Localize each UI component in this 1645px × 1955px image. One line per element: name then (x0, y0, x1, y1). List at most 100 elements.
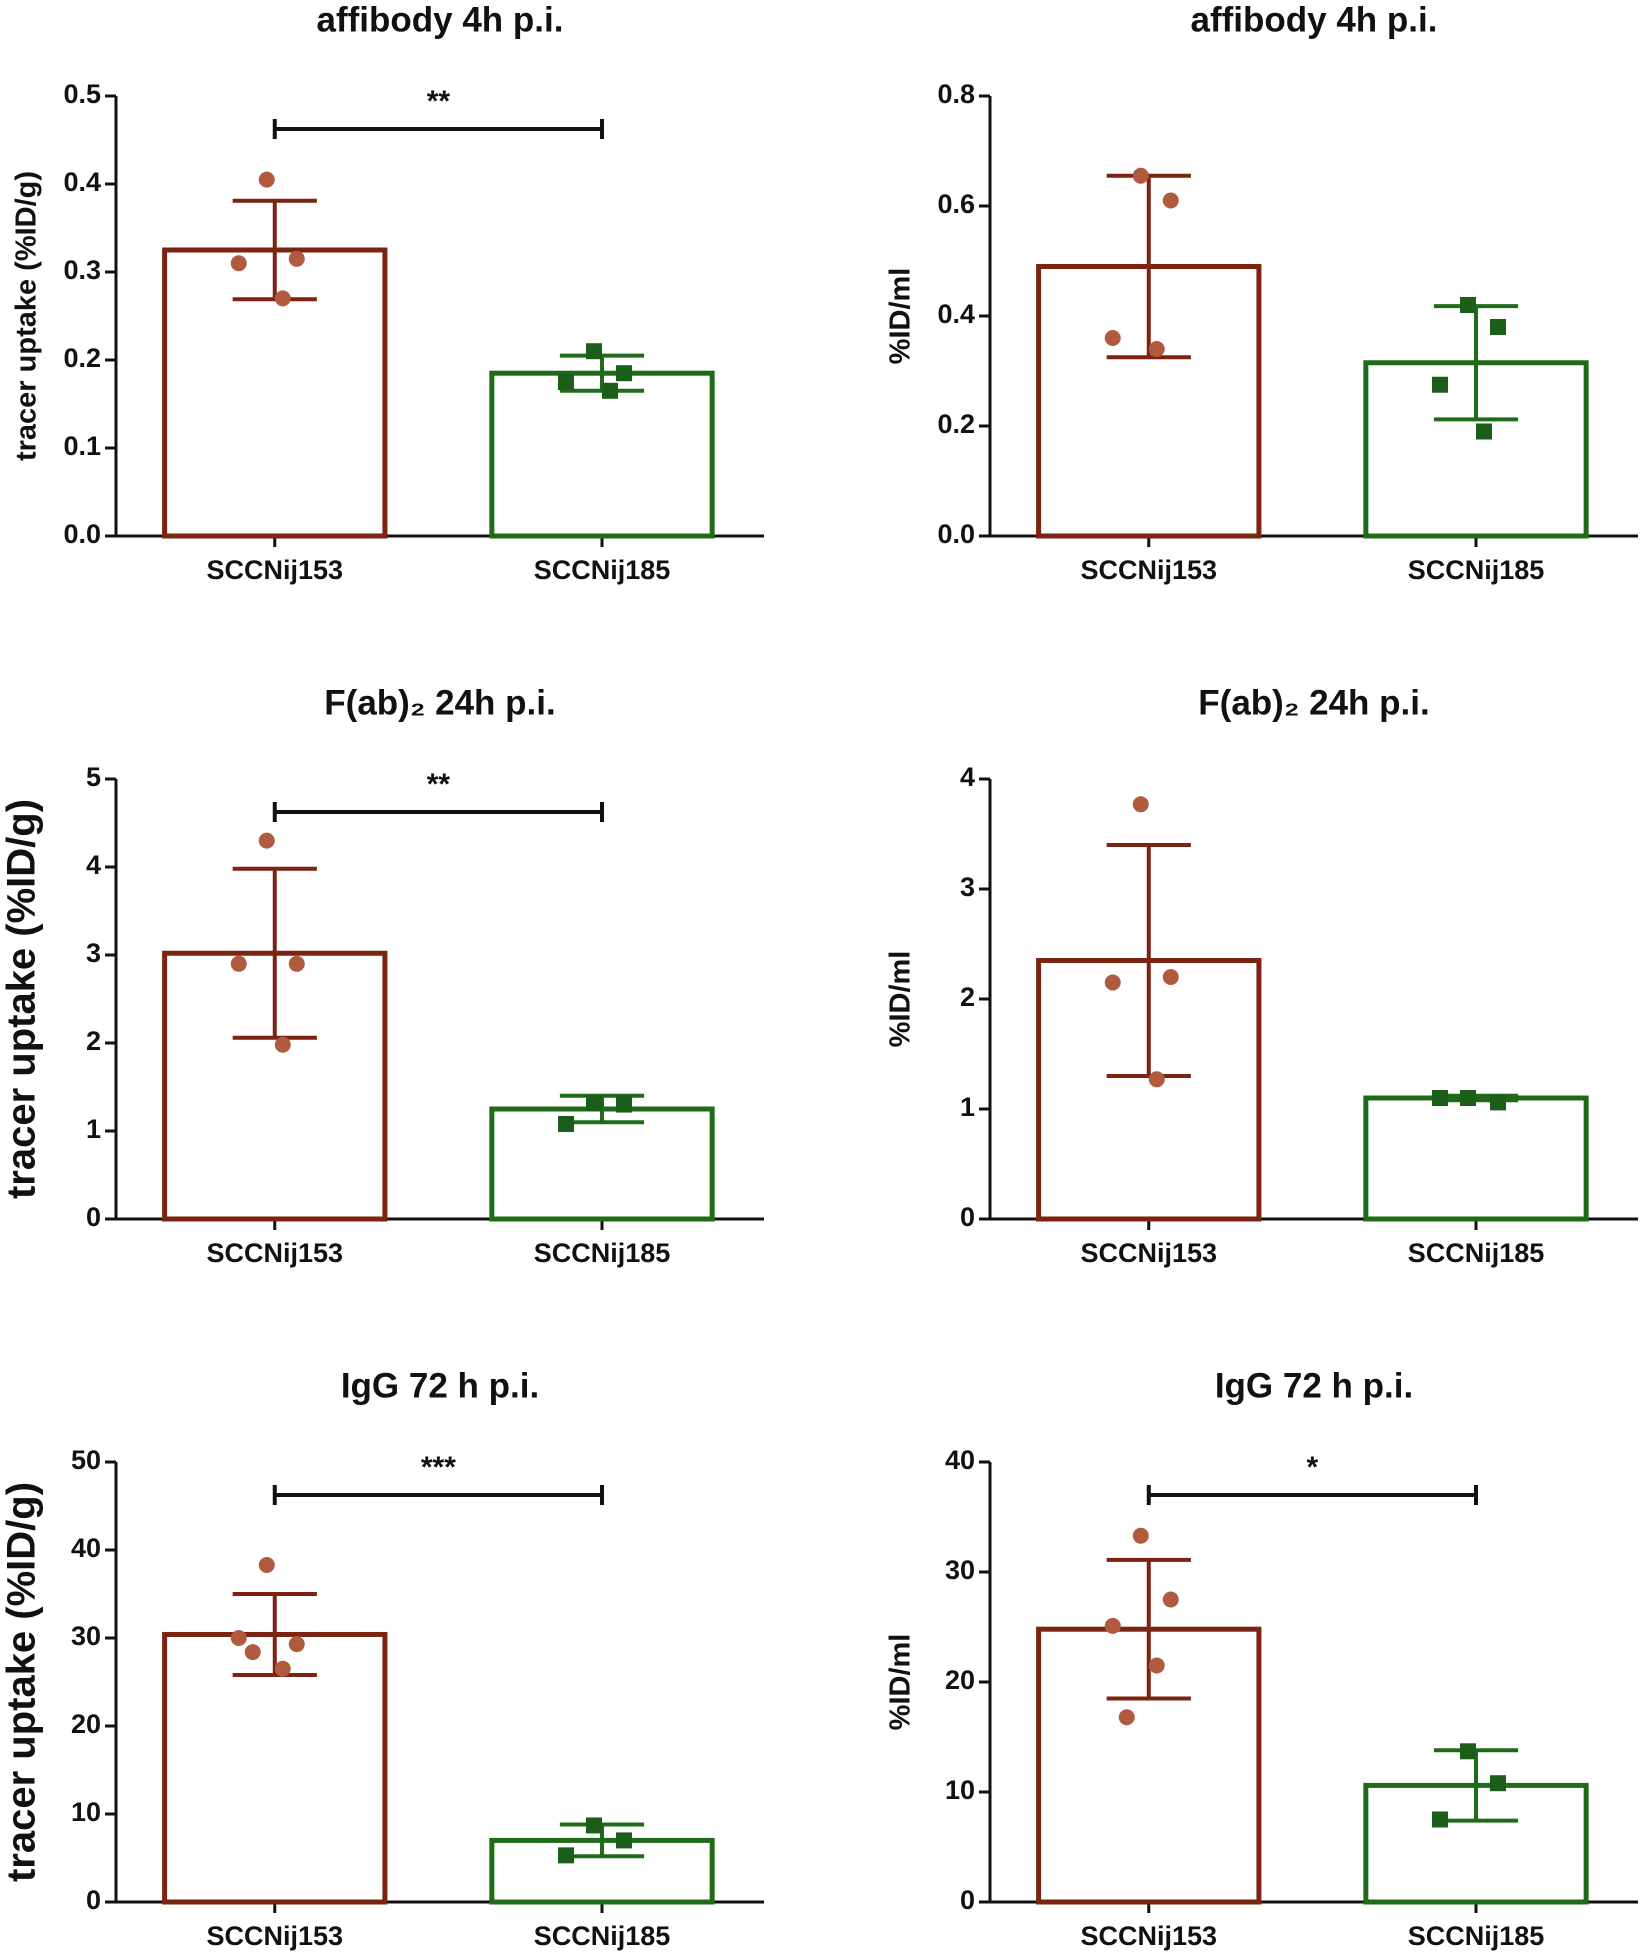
chart-panel: IgG 72 h p.i. %ID/ml 0 10 20 30 40 SCCNij153 SCC… (885, 1366, 1638, 1951)
y-tick-label: 0.0 (63, 519, 101, 549)
y-tick-label: 3 (960, 872, 975, 902)
chart-panel: IgG 72 h p.i. tracer uptake (%ID/g) 0 10 20 3… (0, 1366, 764, 1951)
data-point (1132, 1527, 1149, 1544)
y-tick-label: 10 (71, 1797, 101, 1827)
data-point (288, 955, 305, 972)
data-point (616, 1096, 632, 1113)
chart-title: F(ab)₂ 24h p.i. (324, 683, 555, 722)
x-tick-label: SCCNij153 (206, 1238, 343, 1268)
data-point (558, 374, 574, 390)
y-tick-label: 20 (71, 1709, 101, 1739)
x-tick-label: SCCNij185 (1408, 1921, 1545, 1951)
data-point (1162, 1591, 1179, 1608)
y-tick-label: 40 (945, 1445, 975, 1475)
y-tick-label: 0.4 (63, 167, 101, 197)
y-tick-label: 0.6 (937, 189, 975, 219)
y-tick-label: 0.5 (63, 79, 101, 109)
data-point (1104, 1617, 1121, 1634)
x-tick-label: SCCNij153 (1080, 1238, 1217, 1268)
x-tick-label: SCCNij153 (206, 555, 343, 585)
y-tick-label: 30 (945, 1555, 975, 1585)
chart-title: IgG 72 h p.i. (341, 1366, 539, 1405)
y-tick-label: 0.4 (937, 299, 975, 329)
y-axis-label: %ID/ml (885, 268, 917, 365)
data-point (1118, 1709, 1135, 1726)
data-point (1432, 1811, 1448, 1828)
x-tick-label: SCCNij185 (1408, 555, 1545, 585)
y-axis-label: tracer uptake (%ID/g) (11, 171, 43, 461)
data-point (586, 1094, 602, 1111)
data-point (1460, 1090, 1476, 1106)
x-tick-label: SCCNij185 (534, 1921, 671, 1951)
data-point (1132, 167, 1149, 184)
data-point (1148, 1657, 1165, 1674)
y-tick-label: 20 (945, 1665, 975, 1695)
data-point (258, 1556, 275, 1573)
data-point (258, 832, 275, 849)
chart-panel: affibody 4h p.i. tracer uptake (%ID/g) 0.0… (11, 0, 764, 585)
y-axis-label: tracer uptake (%ID/g) (0, 1482, 44, 1882)
y-tick-label: 50 (71, 1445, 101, 1475)
y-tick-label: 0.8 (937, 79, 975, 109)
data-point (258, 171, 275, 188)
chart-title: affibody 4h p.i. (317, 0, 564, 39)
x-tick-label: SCCNij185 (1408, 1238, 1545, 1268)
x-tick-label: SCCNij153 (206, 1921, 343, 1951)
data-point (1490, 1775, 1506, 1792)
y-tick-label: 4 (86, 850, 101, 880)
y-tick-label: 1 (86, 1114, 101, 1144)
significance-label: ** (427, 768, 451, 801)
x-tick-label: SCCNij153 (1080, 555, 1217, 585)
data-point (1432, 1090, 1448, 1106)
x-tick-label: SCCNij185 (534, 555, 671, 585)
data-point (244, 1644, 261, 1661)
y-tick-label: 5 (86, 762, 101, 792)
data-point (602, 382, 618, 399)
y-tick-label: 30 (71, 1621, 101, 1651)
chart-title: IgG 72 h p.i. (1215, 1366, 1413, 1405)
chart-panel: F(ab)₂ 24h p.i. %ID/ml 0 1 2 3 4 SCCNij153 SCCNi… (885, 683, 1638, 1268)
data-point (1490, 1094, 1506, 1111)
y-axis-label: %ID/ml (885, 1634, 917, 1731)
data-point (586, 343, 602, 360)
data-point (586, 1817, 602, 1834)
data-point (230, 255, 247, 272)
y-tick-label: 40 (71, 1533, 101, 1563)
y-tick-label: 0 (960, 1885, 975, 1915)
data-point (558, 1115, 574, 1132)
chart-title: affibody 4h p.i. (1191, 0, 1438, 39)
data-point (274, 1660, 291, 1677)
y-tick-label: 0 (86, 1202, 101, 1232)
y-tick-label: 1 (960, 1092, 975, 1122)
data-point (1460, 297, 1476, 313)
y-tick-label: 2 (86, 1026, 101, 1056)
y-tick-label: 0.0 (937, 519, 975, 549)
data-point (288, 250, 305, 267)
significance-label: * (1307, 1451, 1319, 1484)
data-point (1162, 192, 1179, 209)
data-point (230, 955, 247, 972)
data-point (1132, 796, 1149, 813)
data-point (1490, 319, 1506, 335)
y-tick-label: 10 (945, 1775, 975, 1805)
y-tick-label: 0.3 (63, 255, 101, 285)
data-point (274, 1036, 291, 1053)
bar (489, 1106, 715, 1222)
data-point (616, 365, 632, 382)
data-point (1476, 423, 1492, 440)
significance-label: ** (427, 85, 451, 118)
y-tick-label: 3 (86, 938, 101, 968)
data-point (274, 290, 291, 307)
data-point (558, 1847, 574, 1864)
data-point (1148, 1071, 1165, 1088)
chart-title: F(ab)₂ 24h p.i. (1198, 683, 1429, 722)
data-point (1432, 376, 1448, 393)
chart-panel: affibody 4h p.i. %ID/ml 0.0 0.2 0.4 0.6 0.8 SCC… (885, 0, 1638, 585)
y-axis-label: tracer uptake (%ID/g) (0, 799, 44, 1199)
y-tick-label: 0 (86, 1885, 101, 1915)
data-point (1148, 341, 1165, 357)
x-tick-label: SCCNij185 (534, 1238, 671, 1268)
data-point (616, 1832, 632, 1849)
